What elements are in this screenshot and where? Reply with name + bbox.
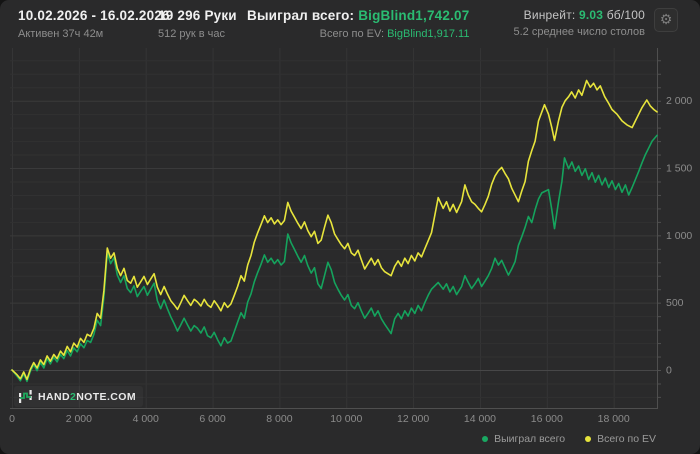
ev-label: Всего по EV: [319,27,385,40]
legend-label-ev: Всего по EV [597,433,656,445]
hand2note-logo-text: HAND2NOTE.COM [38,390,136,403]
svg-text:1 000: 1 000 [666,230,692,242]
legend-dot-green [482,436,489,442]
session-period-group: 10.02.2026 - 16.02.2026 Активен 37ч 42м [18,9,170,40]
winrate-units: бб/100 [606,8,645,22]
winnings-group: Выиграл всего: BigBlind1,742.07 Всего по… [247,9,469,40]
svg-text:16 000: 16 000 [531,413,563,425]
winrate-line: Винрейт: 9.03 бб/100 [513,9,645,21]
active-time: Активен 37ч 42м [18,27,104,40]
hands-total: 19 296 Руки [158,8,237,23]
svg-text:12 000: 12 000 [397,413,429,425]
svg-text:6 000: 6 000 [199,413,225,425]
svg-text:8 000: 8 000 [266,413,292,425]
hands-group: 19 296 Руки 512 рук в час [158,9,237,40]
svg-text:500: 500 [666,297,684,309]
svg-text:1 500: 1 500 [666,163,692,175]
won-value: BigBlind1,742.07 [358,8,470,23]
svg-text:0: 0 [666,365,672,377]
hand2note-logo-icon [18,389,33,404]
svg-text:2 000: 2 000 [66,413,92,425]
svg-text:4 000: 4 000 [133,413,159,425]
svg-text:10 000: 10 000 [330,413,362,425]
winrate-group: Винрейт: 9.03 бб/100 5.2 среднее число с… [513,9,645,38]
hands-per-hour: 512 рук в час [158,27,226,40]
svg-text:2 000: 2 000 [666,95,692,107]
winrate-value: 9.03 [578,8,604,22]
chart-legend: Выиграл всего Всего по EV [482,433,656,445]
date-range: 10.02.2026 - 16.02.2026 [18,8,170,23]
hand2note-logo: HAND2NOTE.COM [14,386,143,407]
ev-value: BigBlind1,917.11 [387,27,470,40]
avg-tables: 5.2 среднее число столов [513,26,645,38]
won-label: Выиграл всего: [247,8,355,23]
legend-item-won[interactable]: Выиграл всего [482,433,565,445]
gear-icon[interactable]: ⚙ [654,8,678,32]
svg-text:0: 0 [9,413,15,425]
legend-item-ev[interactable]: Всего по EV [585,433,656,445]
legend-label-won: Выиграл всего [494,433,566,445]
winrate-label: Винрейт: [523,8,576,22]
svg-text:14 000: 14 000 [464,413,496,425]
won-total-line: Выиграл всего: BigBlind1,742.07 [247,9,469,23]
svg-text:18 000: 18 000 [598,413,630,425]
ev-total-line: Всего по EV: BigBlind1,917.11 [247,27,470,40]
legend-dot-yellow [585,436,592,442]
